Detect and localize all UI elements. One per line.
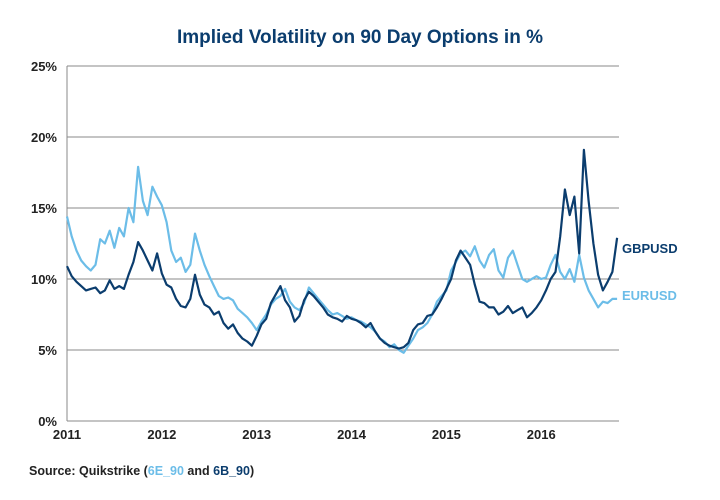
series-label-gbpusd: GBPUSD bbox=[622, 241, 678, 256]
source-middle: and bbox=[184, 464, 213, 478]
chart-title: Implied Volatility on 90 Day Options in … bbox=[177, 27, 543, 48]
series-line-gbpusd bbox=[66, 148, 619, 350]
x-tick-label: 2016 bbox=[527, 427, 556, 442]
series-line-eurusd bbox=[65, 165, 618, 354]
series-labels: EURUSD GBPUSD bbox=[622, 241, 678, 303]
y-tick-label: 15% bbox=[31, 201, 57, 216]
grid-lines bbox=[66, 65, 619, 422]
y-tick-label: 10% bbox=[31, 272, 57, 287]
source-prefix: Source: Quikstrike ( bbox=[29, 464, 149, 478]
x-tick-label: 2013 bbox=[242, 427, 271, 442]
source-suffix: ) bbox=[250, 464, 254, 478]
series-lines bbox=[65, 148, 619, 354]
y-axis: 0% 5% 10% 15% 20% 25% bbox=[31, 59, 57, 429]
y-tick-label: 20% bbox=[31, 130, 57, 145]
y-tick-label: 25% bbox=[31, 59, 57, 74]
y-tick-label: 0% bbox=[38, 414, 57, 429]
x-tick-label: 2012 bbox=[147, 427, 176, 442]
x-tick-label: 2011 bbox=[53, 427, 81, 442]
y-tick-label: 5% bbox=[38, 343, 57, 358]
source-eur-code: 6E_90 bbox=[148, 464, 184, 478]
source-gbp-code: 6B_90 bbox=[213, 464, 250, 478]
x-tick-label: 2014 bbox=[337, 427, 367, 442]
x-axis: 2011 2012 2013 2014 2015 2016 bbox=[53, 427, 556, 442]
series-label-eurusd: EURUSD bbox=[622, 288, 677, 303]
source-note: Source: Quikstrike (6E_90 and 6B_90) bbox=[29, 464, 254, 478]
x-tick-label: 2015 bbox=[432, 427, 461, 442]
